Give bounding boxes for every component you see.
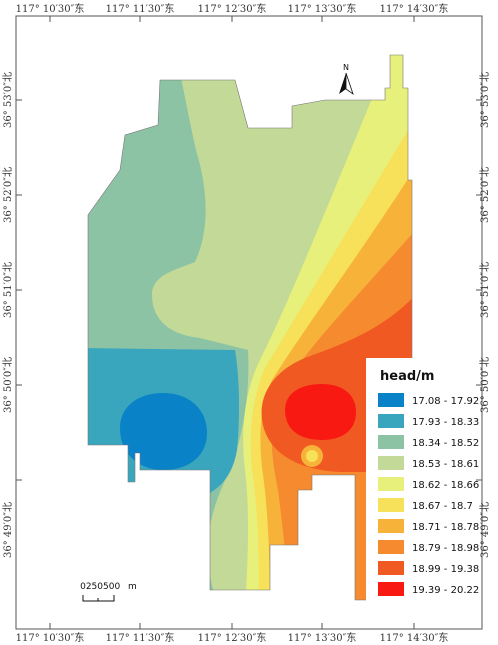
lat-tick-left: 36° 51′0″北 (2, 262, 14, 318)
lon-tick-bottom: 117° 13′30″东 (288, 631, 357, 644)
scale-label-unit: m (128, 582, 137, 592)
lat-tick-left: 36° 50′0″北 (2, 357, 14, 413)
legend-swatch (378, 435, 404, 449)
legend: head/m 17.08 - 17.92 17.93 - 18.33 18.34 -… (366, 358, 479, 608)
lon-tick-bottom: 117° 10′30″东 (16, 631, 85, 644)
legend-label: 19.39 - 20.22 (412, 585, 479, 596)
frame-ticks (16, 16, 482, 629)
legend-label: 18.62 - 18.66 (412, 480, 479, 491)
legend-swatch (378, 477, 404, 491)
legend-swatch (378, 456, 404, 470)
legend-swatch (378, 561, 404, 575)
legend-label: 18.99 - 19.38 (412, 564, 479, 575)
legend-label: 17.08 - 17.92 (412, 396, 479, 407)
zone-19-39-20-22 (285, 384, 356, 440)
lon-labels-bottom: 117° 10′30″东 117° 11′30″东 117° 12′30″东 1… (16, 631, 449, 644)
legend-label: 18.79 - 18.98 (412, 543, 479, 554)
lat-tick-right: 36° 49′0″北 (479, 502, 491, 558)
legend-swatch (378, 498, 404, 512)
legend-label: 18.67 - 18.7 (412, 501, 473, 512)
lat-labels-right: 36° 53′0″北 36° 52′0″北 36° 51′0″北 36° 50′… (479, 72, 491, 558)
lat-labels-left: 36° 53′0″北 36° 52′0″北 36° 51′0″北 36° 50′… (2, 72, 14, 558)
lon-tick-top: 117° 12′30″东 (198, 2, 267, 15)
lon-tick-top: 117° 13′30″东 (288, 2, 357, 15)
lon-tick-bottom: 117° 12′30″东 (198, 631, 267, 644)
lat-tick-right: 36° 51′0″北 (479, 262, 491, 318)
lat-tick-right: 36° 50′0″北 (479, 357, 491, 413)
lon-tick-top: 117° 11′30″东 (106, 2, 175, 15)
legend-swatch (378, 519, 404, 533)
legend-items: 17.08 - 17.92 17.93 - 18.33 18.34 - 18.52 1… (378, 393, 479, 596)
north-arrow: N (339, 63, 354, 96)
legend-label: 18.34 - 18.52 (412, 438, 479, 449)
legend-title: head/m (380, 369, 434, 384)
north-label: N (343, 63, 349, 72)
study-area-outline (87, 54, 413, 601)
north-arrow-icon (339, 73, 346, 94)
legend-swatch (378, 414, 404, 428)
lon-tick-bottom: 117° 14′30″东 (380, 631, 449, 644)
lat-tick-left: 36° 52′0″北 (2, 167, 14, 223)
legend-label: 18.53 - 18.61 (412, 459, 479, 470)
lon-tick-top: 117° 14′30″东 (380, 2, 449, 15)
legend-label: 18.71 - 18.78 (412, 522, 479, 533)
lat-tick-left: 36° 53′0″北 (2, 72, 14, 128)
scale-bar: 0 250500 m (80, 582, 137, 602)
scale-label-start: 0 (80, 582, 86, 592)
scale-label-mid: 250500 (86, 582, 121, 592)
legend-swatch (378, 393, 404, 407)
legend-label: 17.93 - 18.33 (412, 417, 479, 428)
lon-tick-top: 117° 10′30″东 (16, 2, 85, 15)
zone-17-08-17-92 (120, 393, 207, 470)
spot-inner (306, 450, 318, 462)
lat-tick-right: 36° 52′0″北 (479, 167, 491, 223)
legend-swatch (378, 582, 404, 596)
lat-tick-right: 36° 53′0″北 (479, 72, 491, 128)
lat-tick-left: 36° 49′0″北 (2, 502, 14, 558)
lon-tick-bottom: 117° 11′30″东 (106, 631, 175, 644)
scale-bar-line (82, 595, 115, 602)
lon-labels-top: 117° 10′30″东 117° 11′30″东 117° 12′30″东 1… (16, 2, 449, 15)
legend-swatch (378, 540, 404, 554)
